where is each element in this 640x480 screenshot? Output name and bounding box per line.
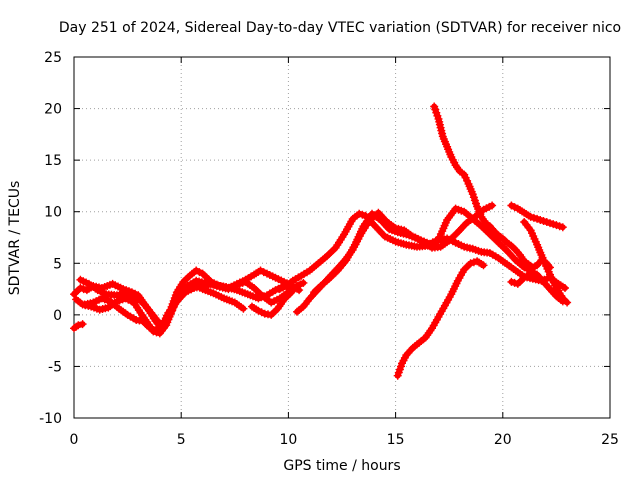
y-tick-label: 5 — [53, 256, 62, 272]
data-point — [488, 201, 497, 210]
y-tick-label: -10 — [39, 411, 62, 427]
y-tick-label: -5 — [48, 359, 62, 375]
x-tick-label: 10 — [279, 432, 297, 448]
y-tick-label: 20 — [44, 102, 62, 118]
data-point — [558, 223, 567, 232]
series-track-11 — [393, 257, 488, 380]
plot-area — [73, 56, 611, 419]
series-line — [394, 258, 487, 379]
x-tick-label: 20 — [494, 432, 512, 448]
series-track-12 — [507, 201, 567, 232]
chart-title: Day 251 of 2024, Sidereal Day-to-day VTE… — [59, 20, 621, 36]
y-tick-label: 15 — [44, 153, 62, 169]
data-point — [299, 278, 308, 287]
y-axis-label: SDTVAR / TECUs — [7, 181, 23, 296]
x-tick-label: 25 — [601, 432, 619, 448]
data-point — [78, 320, 87, 329]
data-point — [479, 261, 488, 270]
series-track-14 — [507, 269, 567, 306]
x-tick-label: 0 — [70, 432, 79, 448]
x-axis-label: GPS time / hours — [283, 458, 400, 474]
y-tick-label: 0 — [53, 308, 62, 324]
x-tick-label: 5 — [177, 432, 186, 448]
data-point — [74, 321, 83, 330]
y-tick-label: 10 — [44, 205, 62, 221]
series-track-9 — [310, 201, 497, 297]
data-point — [558, 297, 567, 306]
data-point — [561, 284, 569, 292]
data-point — [239, 304, 248, 313]
series-track-5 — [248, 278, 308, 319]
series-track-6 — [70, 320, 87, 333]
y-tick-label: 25 — [44, 50, 62, 66]
axis-ticks: 0 5 10 15 20 25 -10 -5 0 5 10 15 20 25 — [39, 50, 619, 448]
series-layer — [70, 102, 572, 380]
x-tick-label: 15 — [387, 432, 405, 448]
